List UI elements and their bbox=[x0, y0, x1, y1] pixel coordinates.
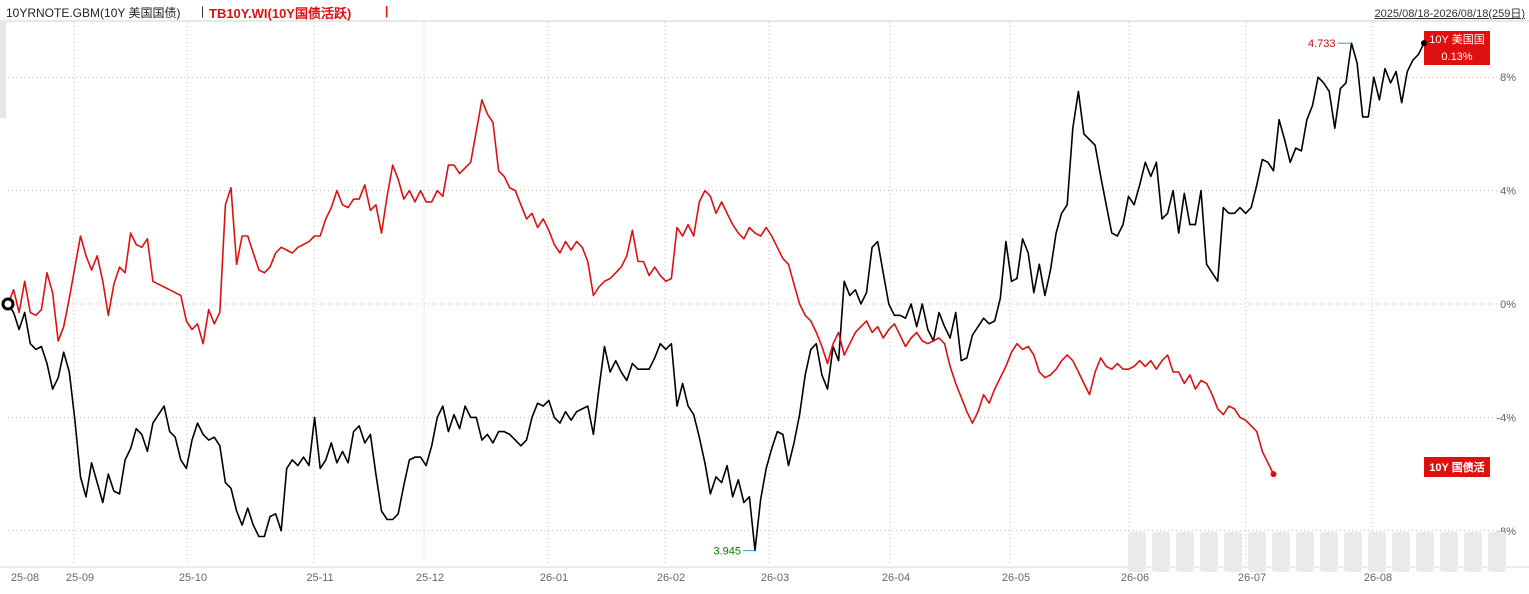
y-tick-label: 8% bbox=[1500, 72, 1516, 84]
x-tick-label: 26-08 bbox=[1364, 572, 1392, 584]
end-label-us10y-change: 0.13% bbox=[1441, 51, 1472, 63]
end-label-cn10y-name: 10Y 国债活 bbox=[1429, 460, 1484, 474]
header-separator-2: | bbox=[385, 4, 389, 18]
end-label-us10y bbox=[1424, 31, 1490, 65]
left-scroll-indicator bbox=[0, 22, 6, 118]
series-line-us10y bbox=[7, 42, 1425, 552]
end-label-us10y-name: 10Y 美国国 bbox=[1429, 33, 1484, 46]
watermark bbox=[1128, 528, 1520, 576]
x-tick-label: 25-10 bbox=[179, 572, 207, 584]
date-range-link[interactable]: 2025/08/18-2026/08/18(259日) bbox=[1374, 8, 1525, 20]
x-tick-label: 26-06 bbox=[1121, 572, 1149, 584]
x-tick-label: 26-03 bbox=[761, 572, 789, 584]
y-tick-label: -4% bbox=[1496, 412, 1516, 424]
x-tick-label: 25-08 bbox=[11, 572, 39, 584]
chart-header: 10YRNOTE.GBM(10Y 美国国债) | TB10Y.WI(10Y国债活… bbox=[0, 0, 1529, 22]
min-value-label: 3.945 bbox=[713, 546, 741, 558]
x-tick-label: 26-07 bbox=[1238, 572, 1266, 584]
end-dot-us10y bbox=[1421, 40, 1427, 47]
series1-symbol[interactable]: 10YRNOTE.GBM(10Y 美国国债) bbox=[6, 6, 181, 20]
end-dot-cn10y bbox=[1270, 471, 1277, 478]
x-tick-label: 25-12 bbox=[416, 572, 444, 584]
x-tick-label: 25-09 bbox=[66, 572, 94, 584]
end-label-cn10y bbox=[1424, 457, 1490, 477]
y-tick-label: 0% bbox=[1500, 299, 1516, 311]
x-tick-label: 26-02 bbox=[657, 572, 685, 584]
x-tick-label: 26-01 bbox=[540, 572, 568, 584]
x-tick-label: 25-11 bbox=[306, 572, 333, 584]
start-marker bbox=[1, 297, 15, 311]
x-tick-label: 26-04 bbox=[882, 572, 910, 584]
series2-symbol[interactable]: TB10Y.WI(10Y国债活跃) bbox=[209, 6, 352, 21]
series-line-cn10y bbox=[7, 99, 1275, 475]
x-tick-label: 26-05 bbox=[1002, 572, 1030, 584]
max-value-label: 4.733 bbox=[1308, 38, 1336, 50]
header-separator: | bbox=[201, 4, 205, 18]
y-tick-label: 4% bbox=[1500, 186, 1516, 198]
